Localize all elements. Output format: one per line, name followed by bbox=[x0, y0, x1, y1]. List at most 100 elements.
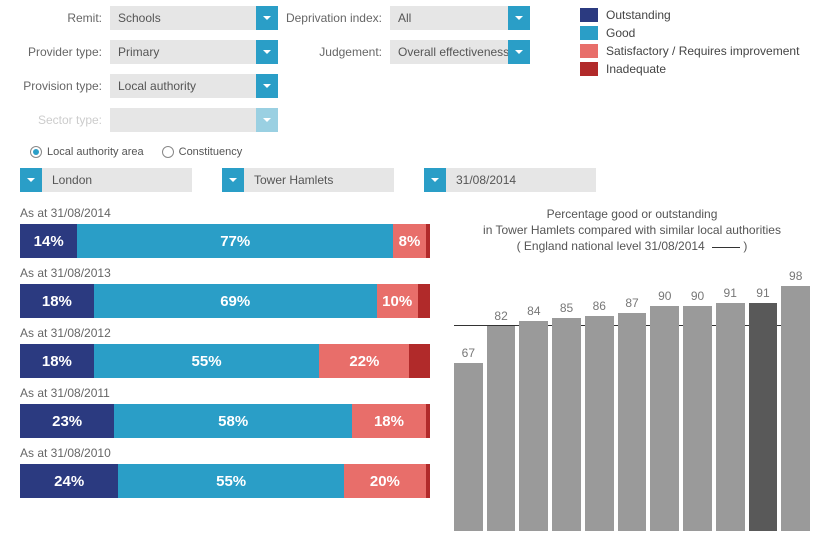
stacked-bar-segment: 77% bbox=[77, 224, 393, 258]
area-type-toggle: Local authority area Constituency bbox=[0, 142, 830, 168]
reference-line-icon bbox=[712, 247, 740, 248]
radio-label: Local authority area bbox=[47, 146, 144, 158]
stacked-bar-segment bbox=[426, 464, 430, 498]
comparison-bar: 67 bbox=[454, 281, 483, 531]
filters-right-column: Deprivation index:All Judgement:Overall e… bbox=[280, 6, 570, 142]
bar bbox=[454, 363, 483, 531]
filter-select[interactable]: All bbox=[390, 6, 530, 30]
comparison-bar: 91 bbox=[716, 281, 745, 531]
stacked-bar-segment: 14% bbox=[20, 224, 77, 258]
stacked-bar-segment: 23% bbox=[20, 404, 114, 438]
bar-value-label: 86 bbox=[593, 299, 606, 313]
stacked-bar-label: As at 31/08/2010 bbox=[20, 446, 430, 460]
bar-value-label: 91 bbox=[756, 286, 769, 300]
stacked-bar: 18%69%10% bbox=[20, 284, 430, 318]
legend-item: Good bbox=[580, 24, 810, 42]
filter-select[interactable]: Primary bbox=[110, 40, 278, 64]
filter-select[interactable]: Overall effectiveness: bbox=[390, 40, 530, 64]
bar-value-label: 84 bbox=[527, 304, 540, 318]
legend-swatch bbox=[580, 44, 598, 58]
bar bbox=[683, 306, 712, 531]
comparison-bar: 86 bbox=[585, 281, 614, 531]
select-value: Overall effectiveness: bbox=[390, 45, 508, 59]
legend-item: Inadequate bbox=[580, 60, 810, 78]
legend-label: Inadequate bbox=[606, 62, 666, 76]
radio-label: Constituency bbox=[179, 146, 243, 158]
select-value: Tower Hamlets bbox=[244, 168, 394, 192]
filter-field: Sector type: bbox=[20, 108, 280, 132]
stacked-bar-segment bbox=[426, 404, 430, 438]
stacked-bar-segment bbox=[409, 344, 430, 378]
bar bbox=[781, 286, 810, 531]
title-line-2: in Tower Hamlets compared with similar l… bbox=[454, 222, 810, 238]
radio-icon bbox=[30, 146, 42, 158]
stacked-bar-segment: 18% bbox=[20, 284, 94, 318]
filter-label: Judgement: bbox=[280, 45, 390, 59]
region-select[interactable]: London bbox=[20, 168, 192, 192]
stacked-bar: 18%55%22% bbox=[20, 344, 430, 378]
bar-value-label: 98 bbox=[789, 269, 802, 283]
chevron-down-icon bbox=[20, 168, 42, 192]
stacked-bar-label: As at 31/08/2011 bbox=[20, 386, 430, 400]
filter-select[interactable]: Local authority bbox=[110, 74, 278, 98]
region-selectors: London Tower Hamlets 31/08/2014 bbox=[0, 168, 830, 206]
legend-swatch bbox=[580, 8, 598, 22]
filter-field: Provider type:Primary bbox=[20, 40, 280, 64]
comparison-bar: 90 bbox=[650, 281, 679, 531]
filter-select bbox=[110, 108, 278, 132]
comparison-bar: 84 bbox=[519, 281, 548, 531]
filter-select[interactable]: Schools bbox=[110, 6, 278, 30]
filter-label: Provision type: bbox=[20, 79, 110, 93]
filter-field: Judgement:Overall effectiveness: bbox=[280, 40, 570, 64]
comparison-bar: 90 bbox=[683, 281, 712, 531]
filter-label: Remit: bbox=[20, 11, 110, 25]
stacked-bar: 23%58%18% bbox=[20, 404, 430, 438]
radio-icon bbox=[162, 146, 174, 158]
stacked-bar-chart: As at 31/08/2014 14%77%8% As at 31/08/2013… bbox=[20, 206, 430, 531]
bar bbox=[487, 326, 516, 531]
comparison-bar-chart: 6782848586879090919198 bbox=[454, 261, 810, 531]
region-select[interactable]: Tower Hamlets bbox=[222, 168, 394, 192]
stacked-bar-segment: 10% bbox=[377, 284, 418, 318]
stacked-bar-label: As at 31/08/2012 bbox=[20, 326, 430, 340]
bar bbox=[650, 306, 679, 531]
select-value: Schools bbox=[110, 11, 256, 25]
chevron-down-icon bbox=[508, 6, 530, 30]
radio-option[interactable]: Local authority area bbox=[30, 146, 144, 158]
comparison-bar: 91 bbox=[749, 281, 778, 531]
bar-value-label: 90 bbox=[691, 289, 704, 303]
bar bbox=[552, 318, 581, 531]
select-value: Local authority bbox=[110, 79, 256, 93]
stacked-bar: 24%55%20% bbox=[20, 464, 430, 498]
filter-field: Deprivation index:All bbox=[280, 6, 570, 30]
comparison-bar: 87 bbox=[618, 281, 647, 531]
stacked-bar-segment: 69% bbox=[94, 284, 377, 318]
stacked-bar: 14%77%8% bbox=[20, 224, 430, 258]
comparison-chart-title: Percentage good or outstanding in Tower … bbox=[454, 206, 810, 255]
select-value: 31/08/2014 bbox=[446, 168, 596, 192]
legend-label: Good bbox=[606, 26, 635, 40]
chevron-down-icon bbox=[256, 108, 278, 132]
chevron-down-icon bbox=[222, 168, 244, 192]
filters-panel: Remit:Schools Provider type:Primary Provis… bbox=[0, 0, 830, 142]
legend-item: Outstanding bbox=[580, 6, 810, 24]
comparison-bar: 82 bbox=[487, 281, 516, 531]
bar bbox=[519, 321, 548, 531]
stacked-bar-segment: 22% bbox=[319, 344, 409, 378]
stacked-bar-row: As at 31/08/2011 23%58%18% bbox=[20, 386, 430, 438]
filter-label: Sector type: bbox=[20, 113, 110, 127]
stacked-bar-label: As at 31/08/2014 bbox=[20, 206, 430, 220]
legend-label: Outstanding bbox=[606, 8, 671, 22]
bar bbox=[749, 303, 778, 531]
stacked-bar-row: As at 31/08/201318%69%10% bbox=[20, 266, 430, 318]
title-line-1: Percentage good or outstanding bbox=[454, 206, 810, 222]
bar bbox=[585, 316, 614, 531]
region-select[interactable]: 31/08/2014 bbox=[424, 168, 596, 192]
stacked-bar-segment: 8% bbox=[393, 224, 426, 258]
chevron-down-icon bbox=[256, 6, 278, 30]
bar-value-label: 87 bbox=[625, 296, 638, 310]
radio-option[interactable]: Constituency bbox=[162, 146, 243, 158]
stacked-bar-row: As at 31/08/2010 24%55%20% bbox=[20, 446, 430, 498]
stacked-bar-segment: 55% bbox=[94, 344, 320, 378]
stacked-bar-segment: 18% bbox=[20, 344, 94, 378]
